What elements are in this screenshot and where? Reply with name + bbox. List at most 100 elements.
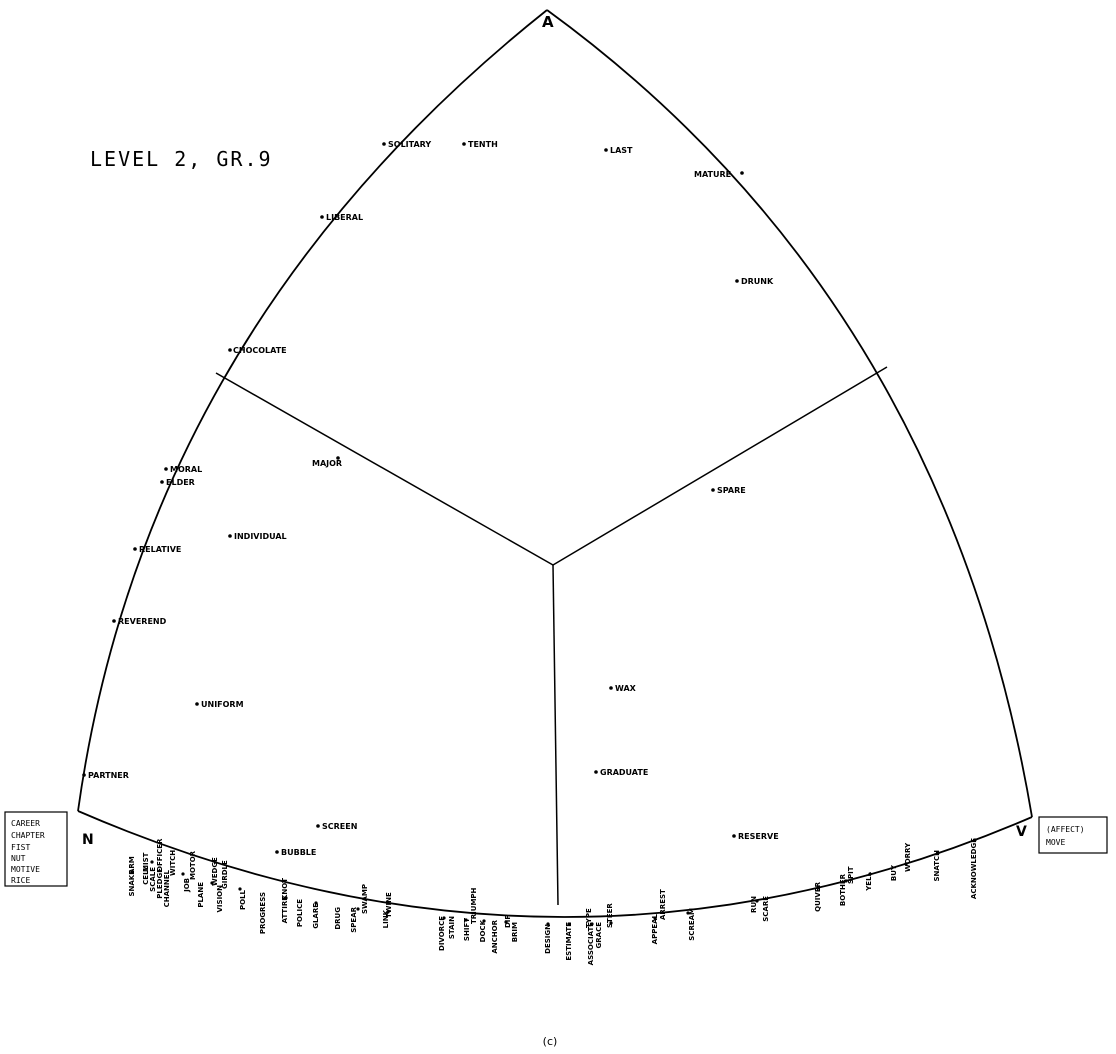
marker-dot: [732, 834, 736, 838]
marker-dot: [275, 850, 279, 854]
left-box-line: CAREER: [11, 819, 40, 828]
bottom-arc-label: DESIGN: [544, 924, 552, 954]
word-label: SOLITARY: [388, 140, 431, 149]
bottom-arc-label: SCALE: [149, 867, 157, 892]
arc-tick-dot: [755, 899, 759, 903]
marker-dot: [195, 702, 199, 706]
marker-dot: [609, 686, 613, 690]
arc-tick-dot: [868, 872, 872, 876]
word-label: BUBBLE: [281, 848, 316, 857]
marker-dot: [594, 770, 598, 774]
bottom-arc-label: BUY: [890, 864, 898, 881]
bottom-arc-label: GIRDLE: [221, 860, 229, 889]
arc-tick-dot: [609, 921, 613, 925]
word-label: INDIVIDUAL: [234, 532, 287, 541]
word-label: LIBERAL: [326, 213, 363, 222]
bottom-arc-label: PLEDGE: [156, 868, 164, 899]
bottom-arc-label: ANCHOR: [491, 919, 499, 953]
word-label: SCREEN: [322, 822, 357, 831]
diagram-title: LEVEL 2, GR.9: [90, 147, 273, 171]
bottom-arc-label: JOB: [183, 878, 191, 893]
arc-tick-dot: [150, 860, 154, 864]
bottom-arc-label: SCARE: [762, 896, 770, 922]
arc-tick-dot: [904, 862, 908, 866]
word-label: ELDER: [166, 478, 195, 487]
arc-tick-dot: [181, 872, 185, 876]
divider-right: [552, 366, 888, 566]
bottom-arc-label: SCREAM: [688, 908, 696, 941]
bottom-arc-label: ATTIRE: [281, 896, 289, 924]
triangle-bottom-arc: [77, 810, 1033, 918]
arc-tick-dot: [238, 887, 242, 891]
word-label: RELATIVE: [139, 545, 181, 554]
bottom-arc-label: MIST: [142, 852, 150, 872]
word-label: MORAL: [170, 465, 202, 474]
bottom-arc-label: STAIN: [448, 916, 456, 939]
word-label: MAJOR: [312, 459, 342, 468]
marker-dot: [82, 773, 86, 777]
bottom-arc-label: DRUG: [334, 907, 342, 930]
arc-tick-dot: [386, 910, 390, 914]
right-box-line: (AFFECT): [1046, 825, 1085, 834]
bottom-arc-label: BRIM: [511, 922, 519, 942]
bottom-arc-label: WITCH: [169, 850, 177, 876]
bottom-arc-label: ESTIMATE: [565, 922, 573, 961]
bottom-arc-label: OFFICER: [156, 838, 164, 872]
marker-dot: [336, 456, 340, 460]
marker-dot: [228, 348, 232, 352]
word-label: REVEREND: [118, 617, 167, 626]
arc-tick-dot: [973, 838, 977, 842]
arc-tick-dot: [936, 851, 940, 855]
bottom-arc-label: CHANNEL: [163, 869, 171, 907]
marker-dot: [462, 142, 466, 146]
word-label: RESERVE: [738, 832, 779, 841]
left-box: [4, 811, 68, 887]
bottom-arc-label: SWAMP: [361, 884, 369, 914]
word-label: TENTH: [468, 140, 498, 149]
arc-tick-dot: [567, 922, 571, 926]
right-box: [1038, 816, 1108, 854]
bottom-arc-label: APPEAL: [651, 913, 659, 944]
arc-tick-dot: [653, 916, 657, 920]
bottom-arc-label: SPEAR: [350, 906, 358, 932]
arc-tick-dot: [504, 920, 508, 924]
left-box-line: RICE: [11, 876, 30, 885]
bottom-arc-label: POLICE: [296, 899, 304, 927]
left-box-line: FIST: [11, 843, 30, 852]
marker-dot: [164, 467, 168, 471]
bottom-arc-label: GLARE: [312, 903, 320, 929]
bottom-arc-label: SPIT: [847, 866, 855, 884]
bottom-arc-label: TRIUMPH: [470, 887, 478, 924]
bottom-arc-label: ARM: [128, 856, 136, 874]
arc-tick-dot: [816, 886, 820, 890]
arc-tick-dot: [314, 901, 318, 905]
marker-dot: [735, 279, 739, 283]
bottom-arc-label: TWINE: [385, 892, 393, 918]
bottom-arc-label: CELL: [142, 865, 150, 884]
bottom-arc-label: VISION: [216, 885, 224, 913]
bottom-arc-label: SNATCH: [933, 850, 941, 882]
marker-dot: [320, 215, 324, 219]
bottom-arc-label: SHIFT: [463, 918, 471, 941]
bottom-arc-label: ASSOCIATE: [587, 922, 595, 966]
figure-caption: (c): [543, 1035, 558, 1048]
bottom-arc-label: SNAKE: [128, 870, 136, 897]
bottom-arc-label: STEER: [606, 903, 614, 928]
arc-tick-dot: [546, 922, 550, 926]
word-label: LAST: [610, 146, 633, 155]
arc-tick-dot: [482, 919, 486, 923]
marker-dot: [112, 619, 116, 623]
arc-tick-dot: [442, 916, 446, 920]
bottom-arc-label: DIP: [504, 914, 512, 928]
word-label: CHOCOLATE: [233, 346, 287, 355]
arc-tick-dot: [356, 907, 360, 911]
triangle-left-arc: [77, 9, 548, 812]
marker-dot: [604, 148, 608, 152]
bottom-arc-label: DIVORCE: [438, 916, 446, 951]
marker-dot: [711, 488, 715, 492]
bottom-arc-label: LINK: [382, 909, 390, 928]
arc-tick-dot: [210, 881, 214, 885]
word-label: SPARE: [717, 486, 746, 495]
bottom-arc-label: GRACE: [595, 922, 603, 949]
